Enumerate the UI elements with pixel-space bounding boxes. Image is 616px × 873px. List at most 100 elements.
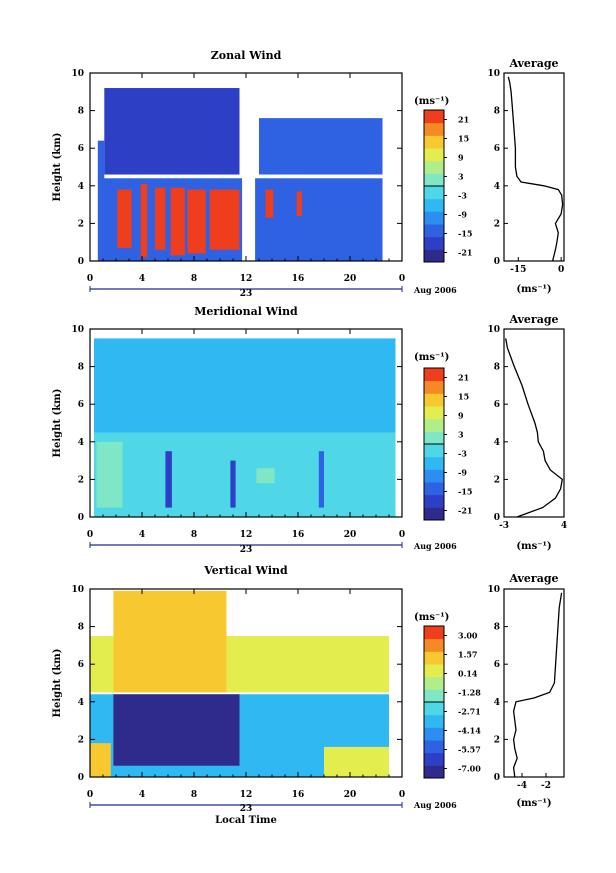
x-axis-label: Local Time: [215, 815, 277, 826]
colorbar-swatch: [424, 494, 444, 508]
x-tick-label: 16: [292, 274, 305, 284]
average-profile-zonal: 0 2 4 6 8 10 -15 0: [487, 69, 565, 275]
colorbar-tick-label: -21: [458, 248, 472, 258]
avg-frame: [503, 72, 565, 262]
heatmap-vertical: [90, 589, 402, 777]
colorbar-zonal: 21 15 9 3 -3 -9 -15 -21: [423, 109, 472, 263]
ylabel-meridional: Height (km): [52, 389, 63, 458]
avg-title-zonal: Average: [508, 57, 558, 70]
colorbar-tick-label: -15: [458, 487, 472, 497]
colorbar-tick-label: 3: [458, 430, 464, 440]
x-tick-label: 0: [399, 530, 405, 540]
avg-y-tick-label: 10: [487, 585, 500, 595]
x-tick-label: 8: [191, 274, 197, 284]
avg-y-tick-label: 8: [494, 363, 500, 373]
colorbar-swatch: [424, 368, 444, 382]
colorbar-tick-label: 3: [458, 172, 464, 182]
day-label-meridional: 23: [240, 545, 253, 555]
colorbar-swatch: [424, 638, 444, 652]
avg-y-tick-label: 8: [494, 107, 500, 117]
x-tick-label: 20: [344, 530, 357, 540]
avg-y-tick-label: 8: [494, 623, 500, 633]
avg-x-tick-label: -4: [517, 781, 527, 791]
colorbar-swatch: [424, 740, 444, 754]
colorbar-swatch: [424, 224, 444, 238]
heatmap-cell: [209, 189, 240, 250]
data-gap: [242, 73, 256, 261]
x-tick-label: 4: [139, 790, 145, 800]
colorbar-swatch: [424, 664, 444, 678]
colorbar-tick-label: -15: [458, 229, 472, 239]
y-tick-label: 4: [78, 182, 84, 192]
heatmap-cell: [259, 118, 383, 175]
average-profile-meridional: 0 2 4 6 8 10 -3 4: [487, 325, 567, 531]
colorbar-tick-label: -5.57: [458, 745, 481, 755]
colorbar-swatch: [424, 689, 444, 703]
colorbar-swatch: [424, 765, 444, 779]
colorbar-swatch: [424, 380, 444, 394]
x-tick-label: 16: [292, 530, 305, 540]
colorbar-tick-label: -9: [458, 468, 467, 478]
avg-y-tick-label: 10: [487, 69, 500, 79]
x-tick-label: 0: [87, 274, 93, 284]
colorbar-swatch: [424, 393, 444, 407]
colorbar-swatch: [424, 249, 444, 263]
ylabel-zonal: Height (km): [52, 133, 63, 202]
avg-y-tick-label: 2: [494, 735, 500, 745]
ylabel-vertical: Height (km): [52, 649, 63, 718]
colorbar-swatch: [424, 676, 444, 690]
y-tick-label: 2: [78, 735, 84, 745]
heatmap-cell: [113, 590, 227, 693]
colorbar-swatch: [424, 148, 444, 162]
data-gap: [386, 73, 402, 261]
colorbar-swatch: [424, 507, 444, 521]
y-tick-label: 4: [78, 698, 84, 708]
avg-frame: [503, 588, 565, 778]
heatmap-cell: [256, 468, 275, 484]
colorbar-swatch: [424, 406, 444, 420]
panel-title-vertical: Vertical Wind: [203, 564, 288, 577]
colorbar-tick-label: -2.71: [458, 707, 481, 717]
avg-y-tick-label: 6: [494, 400, 500, 410]
x-tick-label: 12: [240, 274, 253, 284]
x-tick-label: 0: [87, 790, 93, 800]
data-gap: [90, 329, 94, 517]
colorbar-swatch: [424, 727, 444, 741]
x-tick-label: 12: [240, 530, 253, 540]
y-tick-label: 8: [78, 363, 84, 373]
avg-xlabel-vertical: (ms⁻¹): [516, 798, 551, 809]
date-label-zonal: Aug 2006: [413, 285, 457, 295]
heatmap-cell: [296, 191, 302, 216]
y-tick-label: 2: [78, 219, 84, 229]
x-tick-label: 8: [191, 530, 197, 540]
heatmap-cell: [140, 183, 148, 258]
panel-title-meridional: Meridional Wind: [194, 305, 298, 318]
colorbar-swatch: [424, 752, 444, 766]
date-label-vertical: Aug 2006: [413, 800, 457, 810]
colorbar-tick-label: -7.00: [458, 764, 481, 774]
avg-x-tick-label: 4: [561, 521, 567, 531]
x-tick-label: 20: [344, 274, 357, 284]
y-tick-label: 4: [78, 438, 84, 448]
colorbar-tick-label: -1.28: [458, 688, 481, 698]
colorbar-tick-label: 21: [458, 373, 469, 383]
panel-title-zonal: Zonal Wind: [211, 49, 282, 62]
colorbar-swatch: [424, 122, 444, 136]
colorbar-swatch: [424, 198, 444, 212]
colorbar-swatch: [424, 173, 444, 187]
average-profile-vertical: 0 2 4 6 8 10 -4 -2: [487, 585, 565, 791]
avg-y-tick-label: 10: [487, 325, 500, 335]
y-tick-label: 0: [78, 773, 84, 783]
avg-frame: [503, 328, 565, 518]
colorbar-swatch: [424, 160, 444, 174]
x-tick-label: 0: [399, 274, 405, 284]
colorbar-tick-label: 9: [458, 411, 464, 421]
avg-profile-line: [505, 338, 564, 518]
avg-y-tick-label: 2: [494, 219, 500, 229]
data-gap: [391, 589, 402, 777]
heatmap-cell: [96, 441, 123, 508]
colorbar-tick-label: -21: [458, 506, 472, 516]
colorbar-tick-label: 3.00: [458, 631, 478, 641]
avg-y-tick-label: 0: [494, 257, 500, 267]
